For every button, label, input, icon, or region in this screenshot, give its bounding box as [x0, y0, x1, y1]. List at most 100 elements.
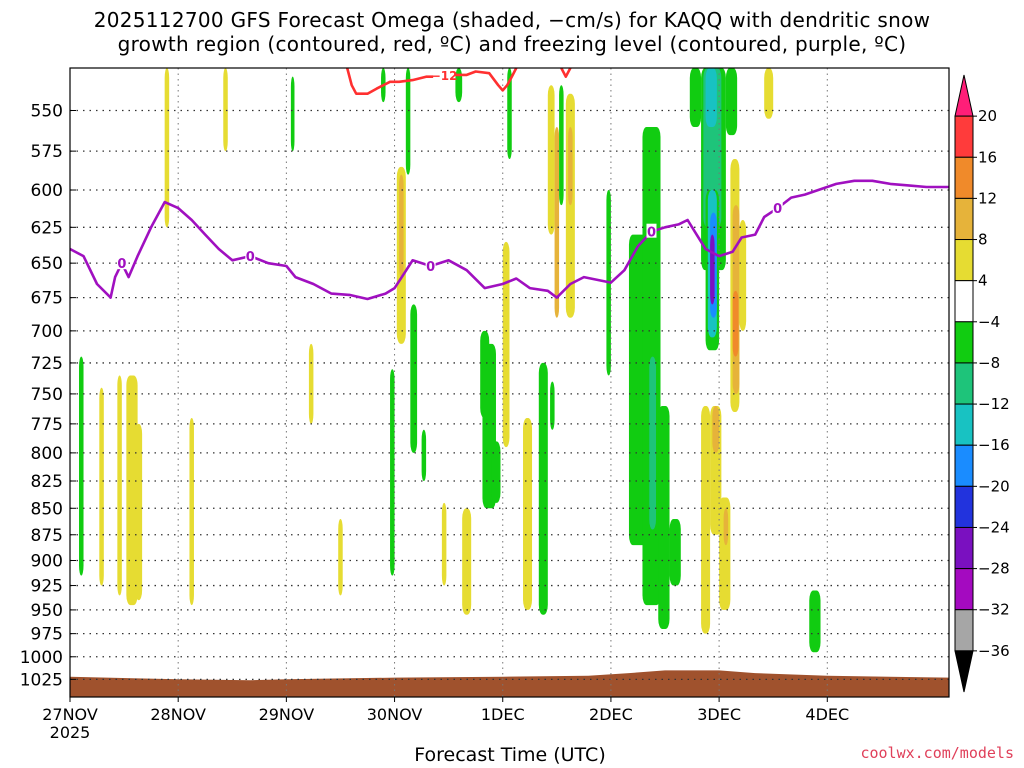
chart-title-line-2: growth region (contoured, red, ºC) and f… [117, 32, 907, 56]
y-tick-label: 725 [31, 354, 63, 374]
y-tick-label: 875 [31, 526, 63, 546]
y-tick-label: 675 [31, 289, 63, 309]
y-tick-label: 900 [31, 552, 63, 572]
y-tick-label: 1000 [20, 648, 63, 668]
x-tick-label: 27NOV [42, 705, 98, 724]
colorbar-box [954, 362, 974, 405]
colorbar-box [954, 280, 974, 323]
omega-shaded-region [502, 241, 510, 448]
omega-shaded-region [164, 68, 170, 228]
x-axis-title: Forecast Time (UTC) [414, 744, 606, 766]
freezing-level-label: 0 [773, 202, 782, 217]
omega-shaded-region [732, 290, 739, 357]
omega-shaded-region [559, 85, 564, 206]
colorbar-box [954, 321, 974, 364]
y-tick-label: 1025 [20, 670, 63, 690]
freezing-level-line [69, 179, 949, 301]
y-tick-label: 575 [31, 142, 63, 162]
source-credit[interactable]: coolwx.com/models [860, 744, 1014, 762]
omega-shaded-region [290, 76, 295, 152]
y-tick-label: 975 [31, 625, 63, 645]
omega-shaded-region [550, 381, 555, 430]
omega-shaded-region [658, 406, 670, 629]
colorbar-label: −32 [978, 601, 1010, 619]
freezing-level-label: 0 [426, 260, 435, 275]
freezing-level-label-bg [646, 223, 657, 238]
y-tick-label: 650 [31, 254, 63, 274]
omega-shaded-region [507, 68, 512, 160]
colorbar-label: 16 [978, 148, 997, 166]
colorbar-box [954, 115, 974, 158]
y-tick-label: 625 [31, 218, 63, 238]
omega-shaded-region [568, 126, 573, 206]
omega-shaded-region [189, 417, 194, 606]
y-tick-label: 825 [31, 472, 63, 492]
surface-terrain-band [70, 670, 949, 697]
colorbar-label: −4 [978, 313, 1000, 331]
y-tick-label: 800 [31, 444, 63, 464]
x-tick-label: 30NOV [367, 705, 423, 724]
omega-shaded-region [723, 508, 729, 546]
x-tick-label: 4DEC [805, 705, 849, 724]
omega-shaded-region [491, 441, 501, 503]
y-tick-label: 750 [31, 385, 63, 405]
y-tick-label: 550 [31, 102, 63, 122]
colorbar-label: −20 [978, 477, 1010, 495]
colorbar-label: −24 [978, 518, 1010, 536]
y-tick-label: 700 [31, 322, 63, 342]
x-tick-sublabel: 2025 [50, 723, 91, 742]
colorbar-label: −16 [978, 436, 1010, 454]
omega-shaded-region [523, 417, 533, 610]
x-tick-label: 2DEC [589, 705, 633, 724]
omega-shaded-region [390, 369, 395, 576]
freezing-level-label-bg [245, 248, 256, 263]
freezing-level-label: 0 [246, 250, 255, 265]
colorbar-box [954, 609, 974, 652]
colorbar-box [954, 239, 974, 282]
omega-shaded-region [705, 68, 717, 127]
dendritic-label-bg [433, 67, 456, 81]
omega-shaded-region [554, 126, 560, 318]
freezing-level-label: 0 [117, 257, 126, 272]
plot-frame [69, 67, 950, 698]
y-tick-label: 600 [31, 181, 63, 201]
colorbar-label: −28 [978, 560, 1010, 578]
y-tick-label: 775 [31, 415, 63, 435]
y-tick-label: 850 [31, 499, 63, 519]
omega-shaded-region [126, 375, 138, 606]
freezing-level-label: 0 [647, 226, 656, 241]
omega-shaded-region [135, 423, 143, 601]
omega-shaded-region [739, 219, 747, 331]
omega-shaded-region [669, 518, 681, 586]
colorbar-label: 20 [978, 107, 997, 125]
freezing-level-label-bg [425, 257, 436, 272]
y-tick-label: 950 [31, 601, 63, 621]
x-tick-label: 3DEC [697, 705, 741, 724]
colorbar-label: 12 [978, 189, 997, 207]
colorbar-label: −8 [978, 354, 1000, 372]
colorbar-box [954, 403, 974, 446]
colorbar-box [954, 444, 974, 487]
colorbar-box [954, 197, 974, 241]
dendritic-growth-label: −12 [431, 69, 458, 83]
omega-shaded-region [689, 68, 702, 127]
x-tick-label: 28NOV [150, 705, 206, 724]
omega-shaded-region [538, 362, 548, 615]
omega-shaded-region [223, 68, 228, 152]
omega-shaded-region [441, 502, 447, 586]
x-tick-label: 29NOV [259, 705, 315, 724]
omega-shaded-region [712, 406, 720, 453]
y-tick-label: 925 [31, 577, 63, 597]
colorbar-box [954, 568, 974, 611]
omega-shaded-region [701, 406, 711, 634]
omega-shaded-region [455, 68, 463, 103]
omega-shaded-region [764, 68, 774, 119]
omega-shaded-region [547, 85, 555, 235]
omega-shaded-region [421, 429, 427, 482]
omega-shaded-region [649, 356, 656, 530]
colorbar-top-triangle [954, 74, 974, 117]
colorbar-box [954, 485, 974, 528]
chart-title-line-1: 2025112700 GFS Forecast Omega (shaded, −… [93, 8, 931, 32]
freezing-level-label-bg [772, 200, 783, 215]
